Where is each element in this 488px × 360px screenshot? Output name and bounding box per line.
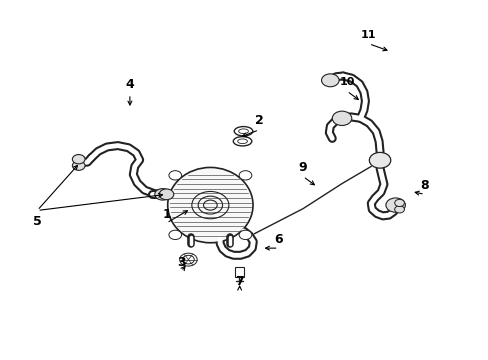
Circle shape: [368, 152, 390, 168]
Text: 9: 9: [298, 161, 306, 174]
Text: 10: 10: [339, 77, 354, 87]
Text: 1: 1: [162, 208, 170, 221]
Text: 11: 11: [360, 30, 376, 40]
Circle shape: [168, 230, 181, 239]
Circle shape: [321, 74, 338, 87]
Circle shape: [155, 189, 170, 200]
Circle shape: [168, 171, 181, 180]
Circle shape: [239, 230, 251, 239]
Circle shape: [72, 161, 85, 170]
Bar: [234, 267, 243, 277]
Text: 4: 4: [125, 78, 134, 91]
Text: 6: 6: [274, 233, 283, 246]
Circle shape: [72, 154, 85, 164]
Text: 3: 3: [177, 256, 185, 269]
Circle shape: [239, 171, 251, 180]
Circle shape: [394, 199, 404, 207]
Text: 8: 8: [420, 179, 428, 192]
Text: 2: 2: [254, 114, 263, 127]
Circle shape: [385, 198, 405, 212]
Text: 7: 7: [235, 275, 244, 288]
Circle shape: [159, 189, 173, 200]
Ellipse shape: [167, 167, 252, 243]
Circle shape: [331, 111, 351, 126]
Text: 5: 5: [33, 215, 41, 229]
Circle shape: [394, 206, 404, 213]
